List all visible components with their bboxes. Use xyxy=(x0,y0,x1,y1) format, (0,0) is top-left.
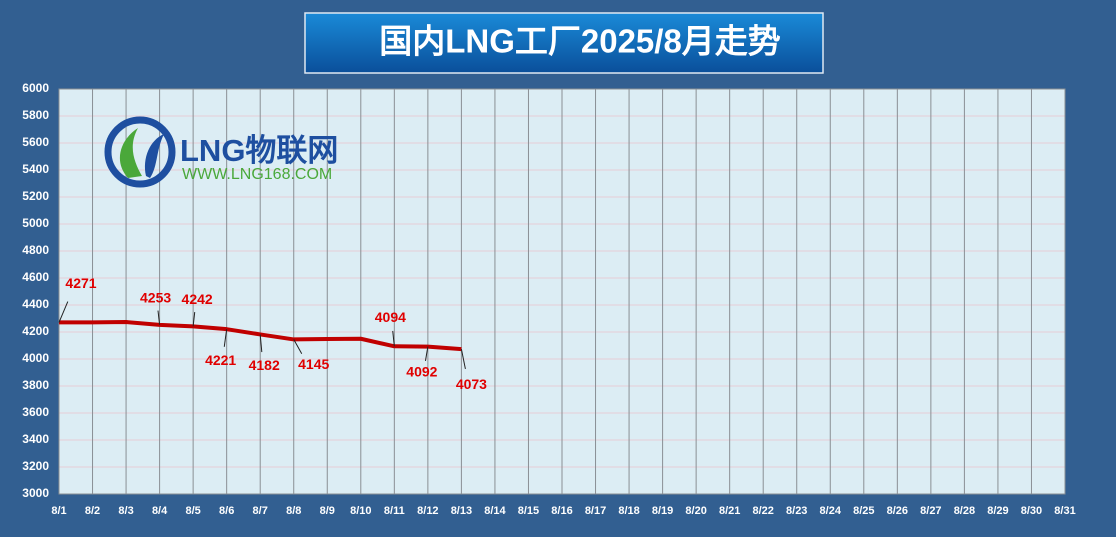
data-label: 4271 xyxy=(65,275,96,291)
y-tick-label: 5800 xyxy=(22,108,49,122)
logo-name: LNG物联网 xyxy=(180,133,338,168)
x-tick-label: 8/9 xyxy=(320,505,335,517)
x-tick-label: 8/21 xyxy=(719,505,740,517)
leader-line xyxy=(424,346,429,361)
y-tick-label: 4800 xyxy=(22,243,49,257)
logo-leaf xyxy=(119,128,142,178)
y-tick-label: 3200 xyxy=(22,459,49,473)
leader-line xyxy=(392,330,395,347)
x-tick-label: 8/24 xyxy=(820,505,842,517)
logo: LNG物联网 WWW.LNG168.COM xyxy=(104,116,338,188)
logo-url: WWW.LNG168.COM xyxy=(182,166,332,183)
x-tick-label: 8/5 xyxy=(185,505,200,517)
data-label: 4073 xyxy=(456,376,487,392)
chart-title: 国内LNG工厂2025/8月走势 xyxy=(379,23,781,60)
x-tick-label: 8/23 xyxy=(786,505,807,517)
y-tick-label: 6000 xyxy=(22,81,49,95)
leader-line xyxy=(460,349,466,370)
x-tick-label: 8/28 xyxy=(954,505,975,517)
data-label: 4221 xyxy=(205,352,236,368)
y-tick-label: 5200 xyxy=(22,189,49,203)
data-label: 4182 xyxy=(249,357,280,373)
x-tick-label: 8/25 xyxy=(853,505,874,517)
y-tick-label: 3800 xyxy=(22,378,49,392)
leader-line xyxy=(259,334,263,353)
leader-line xyxy=(58,301,69,323)
y-tick-label: 3600 xyxy=(22,405,49,419)
data-label: 4242 xyxy=(182,291,213,307)
x-tick-label: 8/18 xyxy=(618,505,639,517)
x-tick-label: 8/26 xyxy=(887,505,908,517)
y-tick-label: 5000 xyxy=(22,216,49,230)
logo-leaf xyxy=(144,134,164,178)
x-tick-label: 8/15 xyxy=(518,505,539,517)
y-tick-label: 5600 xyxy=(22,135,49,149)
data-label: 4094 xyxy=(375,309,406,325)
x-tick-label: 8/10 xyxy=(350,505,371,517)
plot-border xyxy=(58,88,1066,495)
x-tick-label: 8/7 xyxy=(253,505,268,517)
y-tick-label: 4400 xyxy=(22,297,49,311)
y-tick-label: 3000 xyxy=(22,486,49,500)
x-tick-label: 8/13 xyxy=(451,505,472,517)
leader-line xyxy=(223,329,228,347)
y-tick-label: 4200 xyxy=(22,324,49,338)
x-tick-label: 8/6 xyxy=(219,505,234,517)
x-tick-label: 8/31 xyxy=(1054,505,1075,517)
x-tick-label: 8/22 xyxy=(752,505,773,517)
y-tick-label: 4000 xyxy=(22,351,49,365)
data-label: 4253 xyxy=(140,290,171,306)
x-tick-label: 8/27 xyxy=(920,505,941,517)
x-tick-label: 8/14 xyxy=(484,505,506,517)
y-tick-label: 5400 xyxy=(22,162,49,176)
title-box xyxy=(304,12,824,74)
x-tick-label: 8/1 xyxy=(51,505,66,517)
leader-line xyxy=(192,311,196,327)
data-label: 4145 xyxy=(298,356,329,372)
x-tick-label: 8/8 xyxy=(286,505,301,517)
logo-ring xyxy=(104,116,176,188)
x-tick-label: 8/2 xyxy=(85,505,100,517)
x-tick-label: 8/17 xyxy=(585,505,606,517)
x-tick-label: 8/4 xyxy=(152,505,168,517)
x-tick-label: 8/3 xyxy=(118,505,133,517)
leader-line xyxy=(157,310,161,325)
x-tick-label: 8/20 xyxy=(685,505,706,517)
x-tick-label: 8/19 xyxy=(652,505,673,517)
data-label: 4092 xyxy=(406,363,437,379)
x-tick-label: 8/30 xyxy=(1021,505,1042,517)
x-tick-label: 8/29 xyxy=(987,505,1008,517)
y-tick-label: 3400 xyxy=(22,432,49,446)
x-tick-label: 8/16 xyxy=(551,505,572,517)
leader-line xyxy=(293,339,303,354)
y-tick-label: 4600 xyxy=(22,270,49,284)
x-tick-label: 8/12 xyxy=(417,505,438,517)
x-tick-label: 8/11 xyxy=(384,505,405,517)
